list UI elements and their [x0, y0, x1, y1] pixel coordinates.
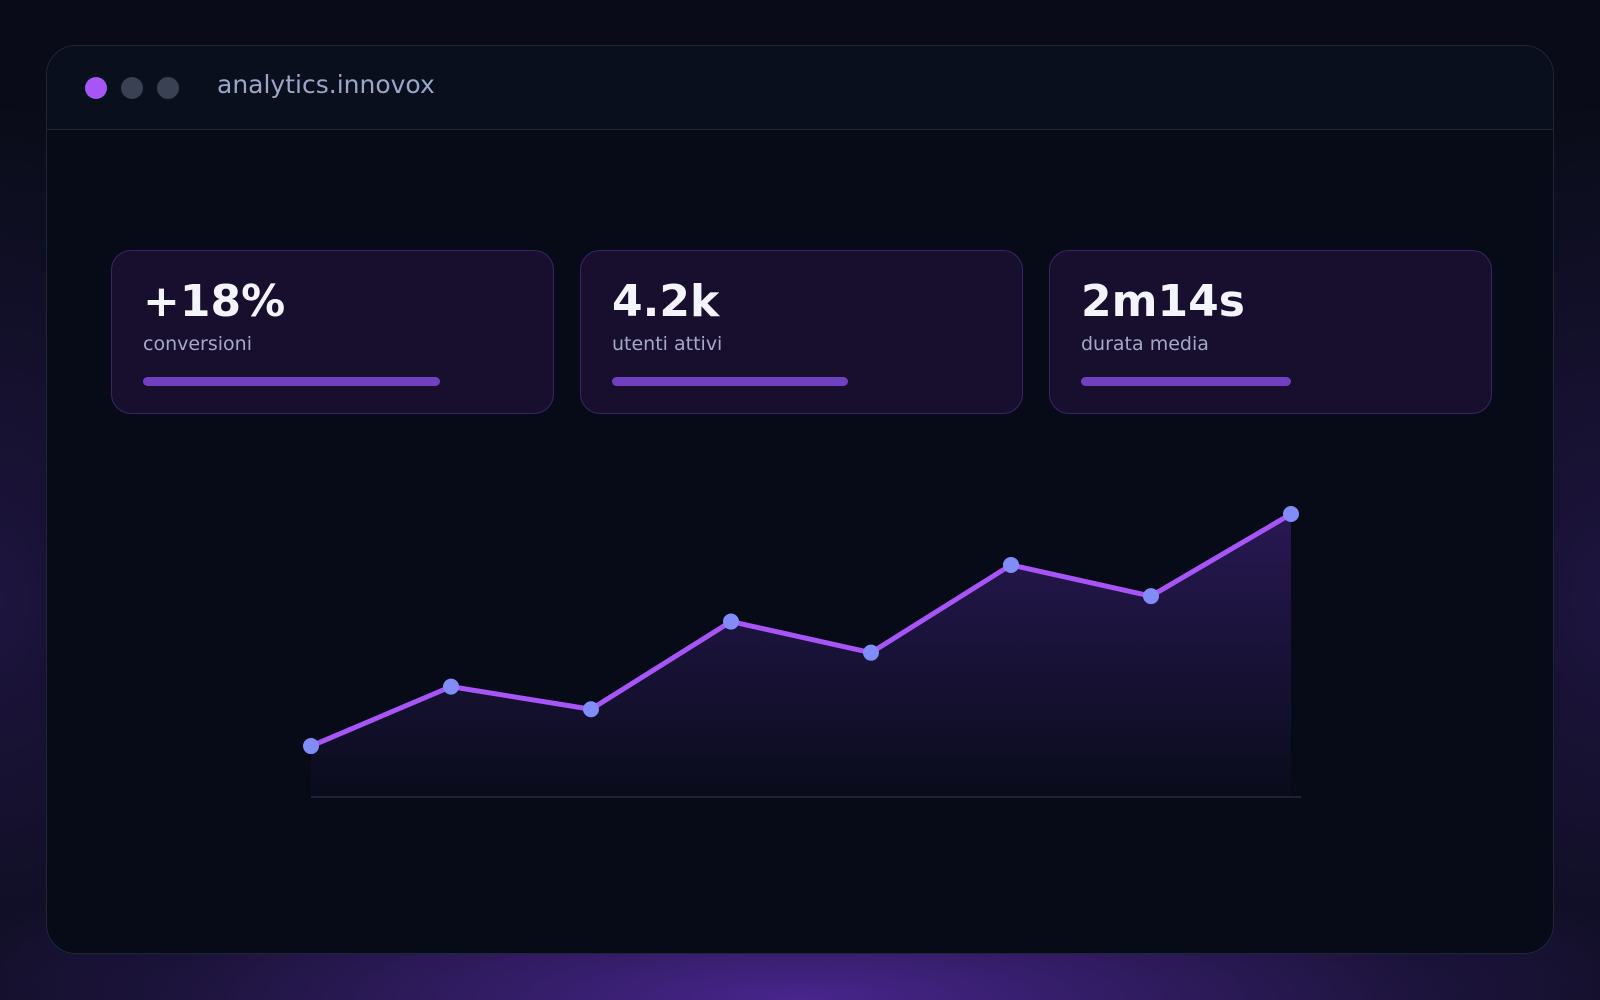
window-dot[interactable] — [121, 77, 143, 99]
point — [443, 678, 459, 695]
metric-label: conversioni — [143, 333, 252, 355]
metric-cards: +18% conversioni 4.2k utenti attivi 2m14s dur… — [111, 250, 1492, 414]
metric-value: 2m14s — [1081, 276, 1245, 327]
metric-card: +18% conversioni — [111, 250, 554, 414]
point — [1143, 588, 1159, 605]
progress-bar — [612, 377, 849, 386]
window-dot[interactable] — [157, 77, 179, 99]
line — [310, 511, 1293, 749]
metric-label: durata media — [1081, 333, 1209, 355]
chart — [303, 506, 1301, 798]
window-title: analytics.innovox — [217, 70, 435, 99]
title-bar: analytics.innovox — [47, 46, 1553, 130]
progress-bar — [143, 377, 441, 386]
window-dot[interactable] — [85, 77, 107, 99]
metric-value: 4.2k — [612, 276, 720, 327]
metric-card: 2m14s durata media — [1049, 250, 1492, 414]
browser-window: analytics.innovox +18% conversioni 4.2k ute… — [46, 45, 1554, 954]
point — [1003, 556, 1019, 573]
area — [311, 514, 1291, 797]
metric-value: +18% — [143, 276, 286, 327]
point — [723, 613, 739, 630]
point — [863, 644, 879, 661]
metric-label: utenti attivi — [612, 333, 723, 355]
point — [1283, 506, 1299, 522]
progress-bar — [1081, 377, 1291, 386]
point — [583, 701, 599, 718]
metric-card: 4.2k utenti attivi — [580, 250, 1023, 414]
point — [303, 738, 319, 755]
